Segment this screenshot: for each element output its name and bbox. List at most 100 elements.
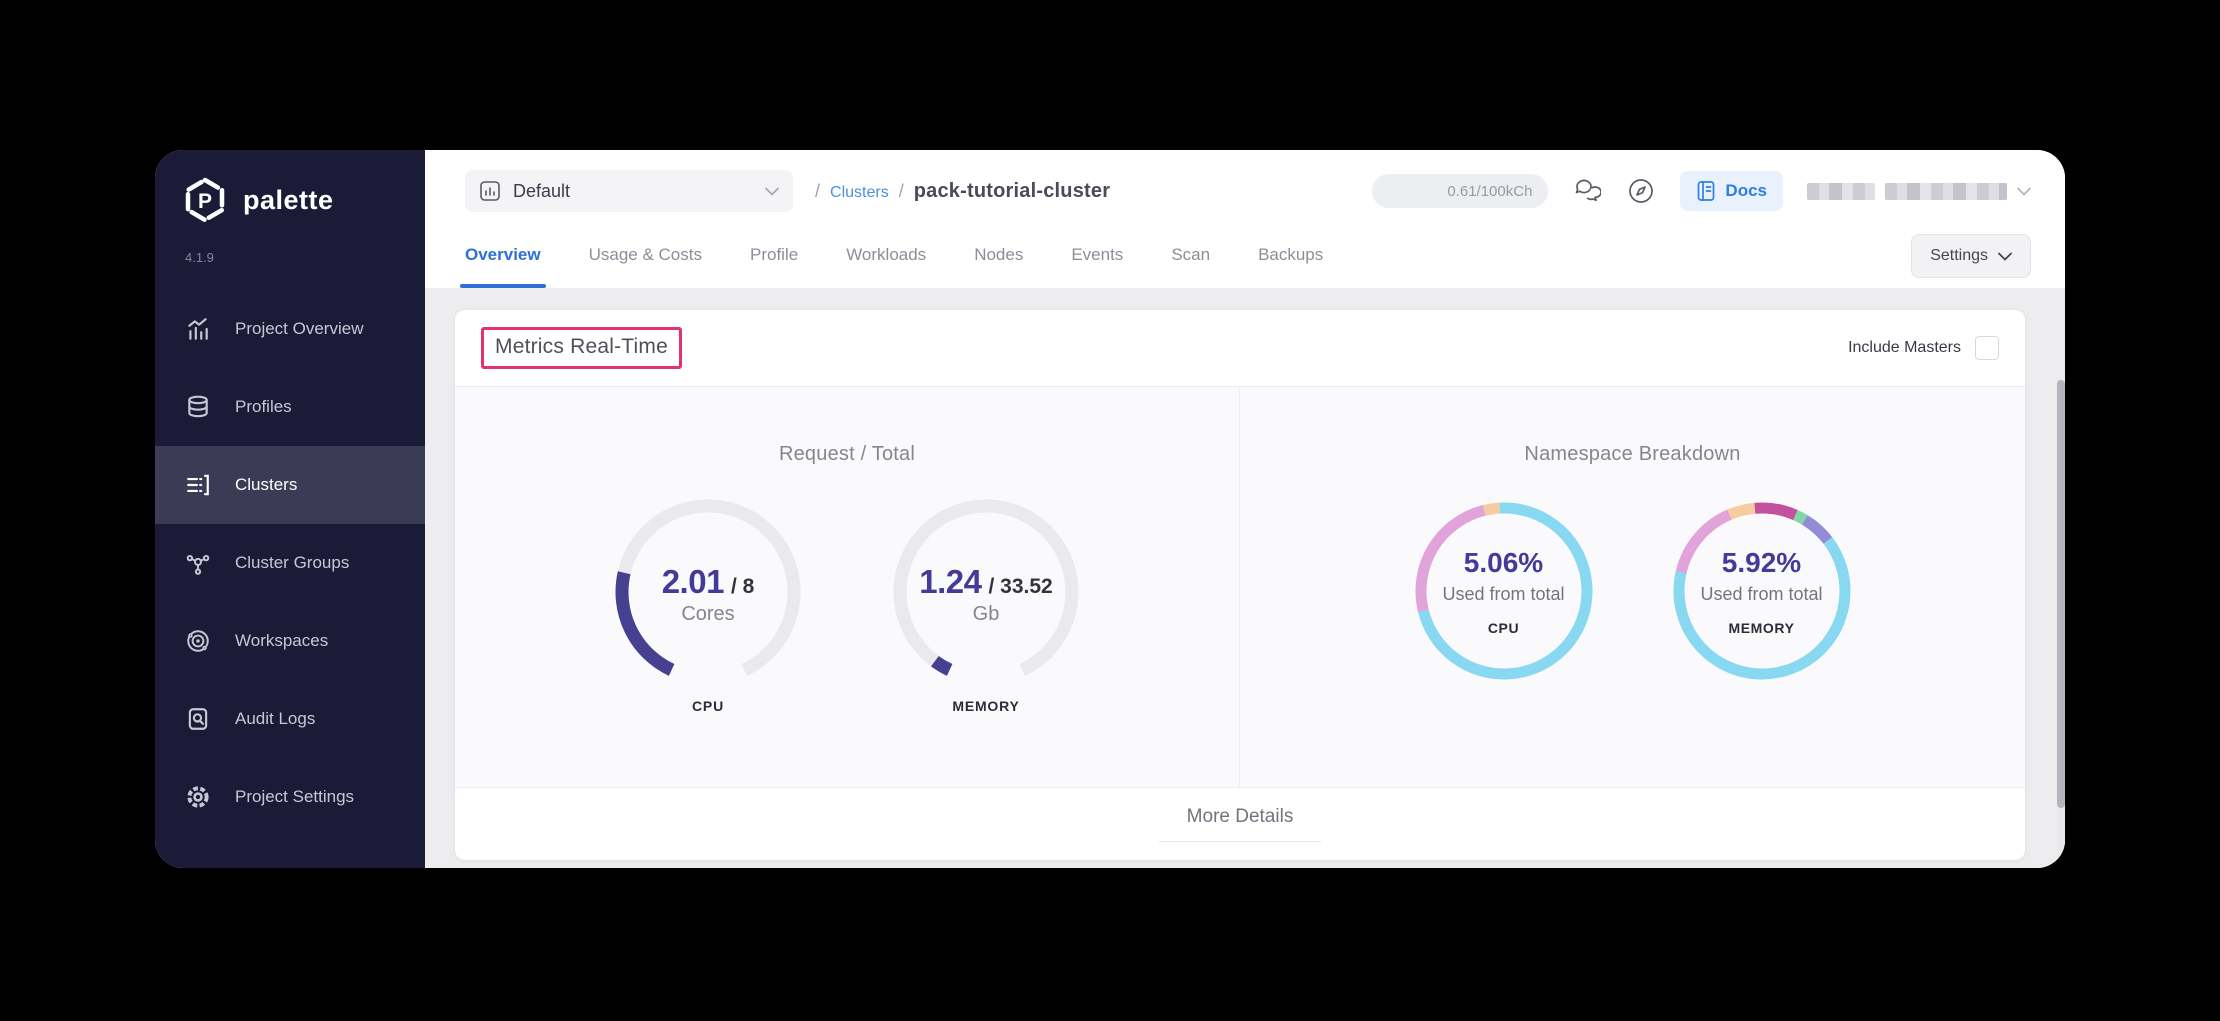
cpu-donut-values: 5.06% Used from total CPU	[1415, 502, 1593, 680]
request-total-panel: Request / Total 2.01 / 8	[455, 387, 1240, 787]
gear-icon	[185, 784, 211, 810]
tab-profile[interactable]: Profile	[750, 245, 799, 264]
sidebar-item-label: Project Settings	[235, 787, 355, 806]
sidebar-item-audit-logs[interactable]: Audit Logs	[155, 680, 425, 758]
breadcrumb-separator: /	[815, 180, 821, 201]
svg-text:P: P	[198, 190, 212, 213]
sidebar-item-workspaces[interactable]: Workspaces	[155, 602, 425, 680]
memory-donut: 5.92% Used from total MEMORY	[1672, 502, 1851, 680]
bar-chart-icon	[185, 316, 211, 342]
sidebar-item-clusters[interactable]: Clusters	[155, 446, 425, 524]
memory-unit: Gb	[972, 602, 1000, 625]
tab-overview[interactable]: Overview	[460, 222, 546, 288]
breadcrumb: / Clusters / pack-tutorial-cluster	[815, 180, 1110, 203]
cpu-unit: Cores	[681, 602, 735, 625]
cpu-gauge: 2.01 / 8 Cores CPU	[608, 492, 808, 714]
cluster-tab-bar: Overview Usage & Costs Profile Workloads…	[425, 222, 2065, 288]
scrollbar-thumb[interactable]	[2057, 380, 2065, 808]
more-details-link[interactable]: More Details	[1158, 806, 1322, 842]
sidebar-item-label: Audit Logs	[235, 709, 316, 728]
include-masters-label: Include Masters	[1848, 339, 1961, 356]
server-list-icon	[185, 472, 211, 498]
namespace-breakdown-title: Namespace Breakdown	[1524, 443, 1741, 465]
project-selector[interactable]: Default	[465, 170, 793, 212]
memory-donut-values: 5.92% Used from total MEMORY	[1673, 502, 1851, 680]
palette-logo-icon: P	[185, 177, 225, 223]
breadcrumb-separator: /	[898, 180, 904, 201]
orbit-icon	[185, 628, 211, 654]
namespace-breakdown-panel: Namespace Breakdown 5.06% Used from tota…	[1240, 387, 2025, 787]
memory-gauge-arc	[886, 492, 1086, 697]
include-masters-checkbox[interactable]	[1975, 336, 1999, 360]
content-area: Metrics Real-Time Include Masters Reques…	[425, 288, 2065, 868]
sidebar-menu: Project Overview Profiles	[155, 290, 425, 836]
vertical-scrollbar[interactable]	[2057, 380, 2065, 862]
chevron-down-icon	[2017, 187, 2031, 196]
metrics-card-footer: More Details	[455, 788, 2025, 860]
docs-button[interactable]: Docs	[1680, 171, 1783, 211]
sidebar-item-label: Workspaces	[235, 631, 329, 650]
user-menu[interactable]	[1807, 182, 2031, 200]
app-window: P palette 4.1.9 Project Overview	[155, 150, 2065, 868]
memory-donut-label: MEMORY	[1728, 619, 1795, 636]
sidebar-item-label: Clusters	[235, 475, 298, 494]
app-name: palette	[243, 184, 334, 215]
memory-used-label: Used from total	[1700, 583, 1823, 604]
memory-gauge-values: 1.24 / 33.52 Gb	[886, 492, 1086, 692]
redacted-user-name	[1807, 182, 1875, 200]
sidebar-item-project-settings[interactable]: Project Settings	[155, 758, 425, 836]
sidebar-item-project-overview[interactable]: Project Overview	[155, 290, 425, 368]
cpu-donut: 5.06% Used from total CPU	[1415, 502, 1593, 680]
topbar-actions: 0.61/100kCh	[1372, 171, 2031, 211]
tab-usage-costs[interactable]: Usage & Costs	[588, 245, 702, 264]
tabs: Overview Usage & Costs Profile Workloads…	[460, 222, 1324, 288]
docs-book-icon	[1698, 181, 1715, 201]
cpu-gauge-values: 2.01 / 8 Cores	[608, 492, 808, 692]
breadcrumb-current-cluster: pack-tutorial-cluster	[913, 179, 1111, 202]
sidebar-item-profiles[interactable]: Profiles	[155, 368, 425, 446]
request-total-title: Request / Total	[778, 443, 916, 465]
cpu-used-label: Used from total	[1442, 583, 1565, 604]
cpu-gauge-arc	[608, 492, 808, 697]
cpu-used-percent: 5.06%	[1463, 546, 1544, 578]
memory-gauge-label: MEMORY	[952, 698, 1020, 714]
cpu-request-value: 2.01	[661, 562, 725, 600]
memory-request-value: 1.24	[919, 562, 982, 600]
project-selector-value: Default	[513, 180, 571, 201]
memory-donut-ring	[1672, 502, 1851, 685]
main-area: Default / Clusters / pack-tutorial-clust…	[425, 150, 2065, 868]
donuts-row: 5.06% Used from total CPU	[1415, 502, 1851, 680]
tab-workloads[interactable]: Workloads	[846, 245, 927, 264]
tab-events[interactable]: Events	[1071, 245, 1124, 264]
compass-icon	[1629, 179, 1654, 203]
cpu-gauge-label: CPU	[692, 698, 724, 714]
tab-nodes[interactable]: Nodes	[974, 245, 1024, 264]
sidebar-item-label: Cluster Groups	[235, 553, 350, 572]
annotation-highlight-box: Metrics Real-Time	[481, 327, 682, 369]
palette-logo: P palette	[155, 150, 425, 224]
settings-button[interactable]: Settings	[1911, 234, 2031, 278]
sidebar-item-label: Profiles	[235, 397, 292, 416]
breadcrumb-clusters-link[interactable]: Clusters	[830, 183, 889, 201]
chat-icon	[1576, 179, 1602, 202]
sidebar-item-label: Project Overview	[235, 319, 364, 338]
top-bar: Default / Clusters / pack-tutorial-clust…	[425, 150, 2065, 222]
docs-label: Docs	[1725, 181, 1767, 200]
tab-backups[interactable]: Backups	[1258, 245, 1324, 264]
help-compass-button[interactable]	[1626, 176, 1656, 206]
metrics-card: Metrics Real-Time Include Masters Reques…	[455, 310, 2025, 860]
memory-gauge: 1.24 / 33.52 Gb MEMORY	[886, 492, 1086, 714]
metrics-title: Metrics Real-Time	[495, 335, 668, 358]
metrics-card-body: Request / Total 2.01 / 8	[455, 386, 2025, 788]
cpu-total-value: / 8	[730, 574, 755, 598]
metrics-card-header: Metrics Real-Time Include Masters	[455, 310, 2025, 386]
app-version: 4.1.9	[185, 250, 214, 265]
doc-search-icon	[185, 706, 211, 732]
usage-badge: 0.61/100kCh	[1372, 174, 1549, 208]
sidebar-item-cluster-groups[interactable]: Cluster Groups	[155, 524, 425, 602]
redacted-user-name	[1885, 182, 2007, 200]
tab-scan[interactable]: Scan	[1171, 245, 1211, 264]
database-icon	[185, 394, 211, 420]
mini-chart-icon	[480, 181, 500, 201]
chat-button[interactable]	[1572, 176, 1602, 206]
